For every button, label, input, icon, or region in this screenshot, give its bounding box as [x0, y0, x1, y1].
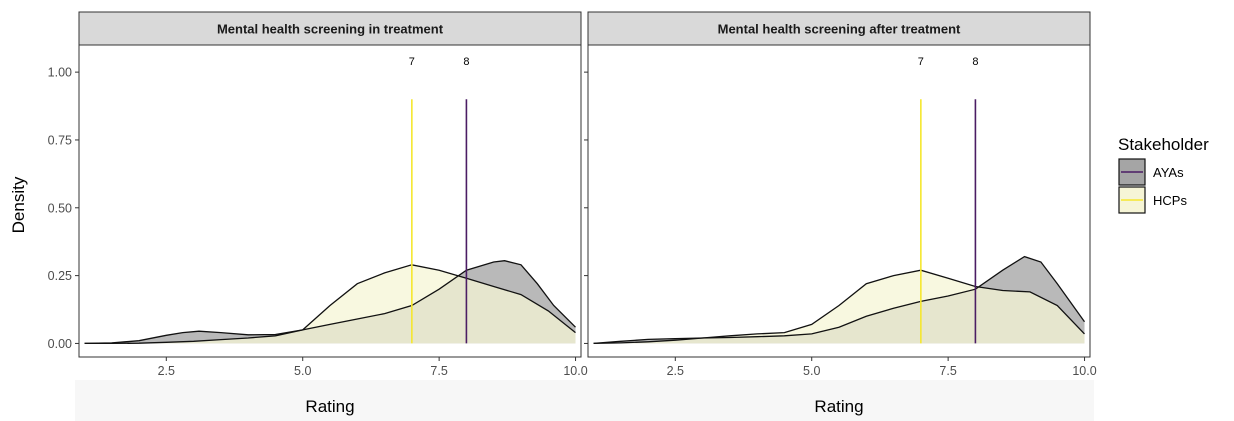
- x-tick-label: 7.5: [939, 364, 956, 378]
- ref-line-label: 8: [972, 56, 978, 68]
- y-tick-label: 0.25: [48, 269, 72, 283]
- ref-line-label: 7: [409, 56, 415, 68]
- legend-label: HCPs: [1153, 193, 1187, 208]
- x-tick-label: 7.5: [430, 364, 447, 378]
- facet-title: Mental health screening after treatment: [718, 22, 961, 37]
- x-axis-title: Rating: [814, 397, 863, 416]
- ref-line-label: 7: [918, 56, 924, 68]
- legend-key-hcps: [1119, 187, 1145, 213]
- legend-key-ayas: [1119, 159, 1145, 185]
- legend: Stakeholder AYAs HCPs: [1118, 135, 1209, 213]
- x-tick-label: 5.0: [803, 364, 820, 378]
- facet-panel-1: Mental health screening in treatment 7 8 2.…: [48, 12, 588, 421]
- y-axis-title: Density: [9, 176, 28, 233]
- x-tick-label: 10.0: [563, 364, 587, 378]
- y-tick-label: 0.75: [48, 133, 72, 147]
- legend-title: Stakeholder: [1118, 135, 1209, 154]
- y-tick-label: 1.00: [48, 66, 72, 80]
- legend-label: AYAs: [1153, 165, 1184, 180]
- facet-title: Mental health screening in treatment: [217, 22, 444, 37]
- x-tick-label: 10.0: [1072, 364, 1096, 378]
- y-tick-label: 0.00: [48, 337, 72, 351]
- x-tick-label: 5.0: [294, 364, 311, 378]
- facet-panel-2: Mental health screening after treatment 7…: [584, 12, 1097, 421]
- x-tick-label: 2.5: [158, 364, 175, 378]
- y-tick-label: 0.50: [48, 201, 72, 215]
- x-tick-label: 2.5: [667, 364, 684, 378]
- ref-line-label: 8: [463, 56, 469, 68]
- x-axis-title: Rating: [305, 397, 354, 416]
